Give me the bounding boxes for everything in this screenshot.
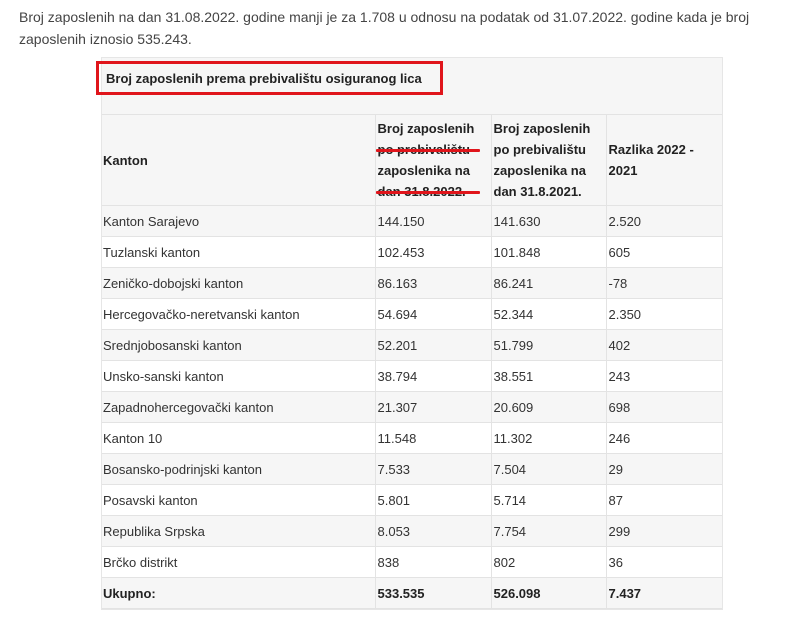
table-row: Hercegovačko-neretvanski kanton 54.694 52.… [102,298,722,330]
cell-2021: 52.344 [490,298,606,330]
table-row: Brčko distrikt 838 802 36 [102,546,722,578]
cell-2022: 11.548 [374,422,491,454]
cell-razlika: 36 [605,546,722,578]
cell-kanton: Unsko-sanski kanton [102,360,375,392]
cell-2021: 11.302 [490,422,606,454]
cell-kanton: Hercegovačko-neretvanski kanton [102,298,375,330]
cell-2021: 802 [490,546,606,578]
cell-kanton: Tuzlanski kanton [102,236,375,268]
cell-kanton: Kanton Sarajevo [102,205,375,237]
cell-kanton: Posavski kanton [102,484,375,516]
table-row: Kanton Sarajevo 144.150 141.630 2.520 [102,205,722,237]
cell-razlika: 246 [605,422,722,454]
cell-razlika: 2.350 [605,298,722,330]
table-row: Zeničko-dobojski kanton 86.163 86.241 -78 [102,267,722,299]
table-row: Zapadnohercegovački kanton 21.307 20.609 69… [102,391,722,423]
cell-razlika: 2.520 [605,205,722,237]
cell-2021: 51.799 [490,329,606,361]
table-row: Tuzlanski kanton 102.453 101.848 605 [102,236,722,268]
cell-razlika: 299 [605,515,722,547]
header-2022: Broj zaposlenih po prebivalištu zaposlen… [374,115,491,206]
cell-2021: 20.609 [490,391,606,423]
header-row: Kanton Broj zaposlenih po prebivalištu z… [102,115,722,206]
total-cell-2022: 533.535 [374,577,491,609]
table-row: Posavski kanton 5.801 5.714 87 [102,484,722,516]
underline-mark [375,149,480,152]
cell-2021: 5.714 [490,484,606,516]
table-row: Unsko-sanski kanton 38.794 38.551 243 [102,360,722,392]
table-row: Republika Srpska 8.053 7.754 299 [102,515,722,547]
cell-2021: 7.504 [490,453,606,485]
total-cell-kanton: Ukupno: [102,577,375,609]
cell-kanton: Zapadnohercegovački kanton [102,391,375,423]
header-razlika: Razlika 2022 - 2021 [605,115,722,206]
cell-razlika: 243 [605,360,722,392]
total-cell-razlika: 7.437 [605,577,722,609]
header-2021: Broj zaposlenih po prebivalištu zaposlen… [490,115,606,206]
cell-kanton: Kanton 10 [102,422,375,454]
cell-2022: 86.163 [374,267,491,299]
cell-2022: 838 [374,546,491,578]
total-row: Ukupno: 533.535 526.098 7.437 [102,577,722,609]
cell-razlika: 87 [605,484,722,516]
cell-2021: 38.551 [490,360,606,392]
data-table: Kanton Broj zaposlenih po prebivalištu z… [102,115,722,609]
cell-2022: 52.201 [374,329,491,361]
total-cell-2021: 526.098 [490,577,606,609]
table-row: Kanton 10 11.548 11.302 246 [102,422,722,454]
cell-kanton: Republika Srpska [102,515,375,547]
cell-2022: 144.150 [374,205,491,237]
header-kanton: Kanton [102,115,375,206]
table-title: Broj zaposlenih prema prebivalištu osigu… [96,61,443,95]
cell-kanton: Bosansko-podrinjski kanton [102,453,375,485]
cell-2021: 141.630 [490,205,606,237]
table-title-row: Broj zaposlenih prema prebivalištu osigu… [96,58,722,115]
cell-2022: 102.453 [374,236,491,268]
cell-2022: 54.694 [374,298,491,330]
cell-kanton: Srednjobosanski kanton [102,329,375,361]
cell-2022: 7.533 [374,453,491,485]
header-2022-label: Broj zaposlenih po prebivalištu zaposlen… [377,121,475,199]
cell-2022: 5.801 [374,484,491,516]
intro-paragraph: Broj zaposlenih na dan 31.08.2022. godin… [19,9,750,47]
cell-razlika: 698 [605,391,722,423]
cell-2022: 8.053 [374,515,491,547]
cell-razlika: 29 [605,453,722,485]
cell-kanton: Zeničko-dobojski kanton [102,267,375,299]
cell-2021: 86.241 [490,267,606,299]
cell-kanton: Brčko distrikt [102,546,375,578]
cell-razlika: 402 [605,329,722,361]
cell-razlika: 605 [605,236,722,268]
underline-mark [375,191,480,194]
table-row: Srednjobosanski kanton 52.201 51.799 402 [102,329,722,361]
cell-razlika: -78 [605,267,722,299]
table-row: Bosansko-podrinjski kanton 7.533 7.504 29 [102,453,722,485]
cell-2021: 101.848 [490,236,606,268]
employment-table: Broj zaposlenih prema prebivalištu osigu… [96,57,723,610]
cell-2021: 7.754 [490,515,606,547]
cell-2022: 21.307 [374,391,491,423]
cell-2022: 38.794 [374,360,491,392]
